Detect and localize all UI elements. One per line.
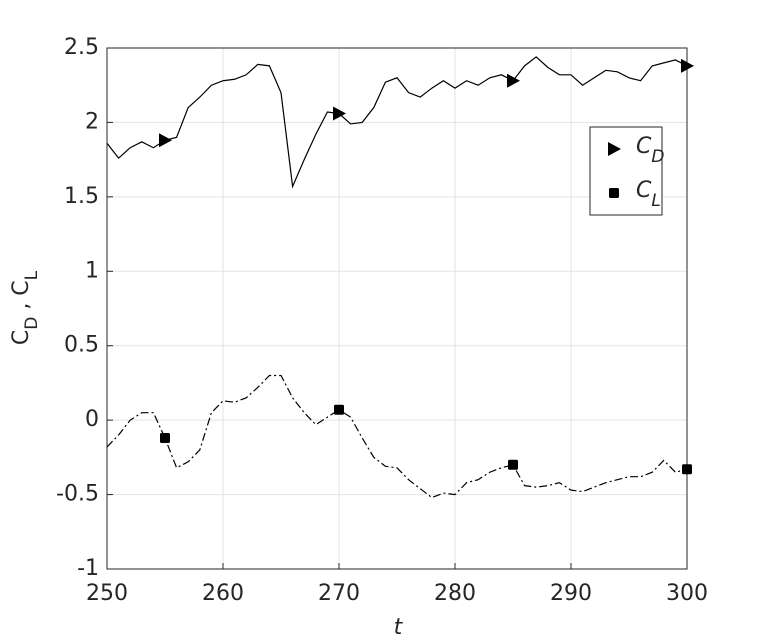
marker (507, 73, 520, 88)
marker (681, 58, 694, 73)
marker (160, 433, 170, 444)
x-tick-label: 280 (434, 581, 476, 606)
x-tick-label: 250 (86, 581, 128, 606)
x-tick-label: 260 (202, 581, 244, 606)
x-axis-label: t (394, 615, 404, 640)
legend-box (589, 126, 663, 216)
y-tick-label: -1 (77, 556, 99, 581)
y-axis-label: CD , CL (9, 270, 42, 345)
y-tick-label: 0.5 (64, 333, 99, 358)
marker (609, 188, 619, 198)
legend-label: CD (636, 134, 664, 167)
x-tick-label: 300 (666, 581, 708, 606)
series-line (106, 56, 688, 189)
marker (608, 142, 621, 156)
axes-box (106, 47, 688, 570)
x-tick-label: 270 (318, 581, 360, 606)
y-tick-label: 1.5 (64, 184, 99, 209)
marker (682, 464, 692, 475)
marker (334, 404, 344, 415)
marker (159, 133, 172, 148)
y-tick-label: 0 (85, 407, 99, 432)
y-tick-label: 1 (85, 258, 99, 283)
marker (508, 459, 518, 470)
y-tick-label: 2.5 (64, 35, 99, 60)
marker (333, 106, 346, 121)
legend-label: CL (636, 178, 661, 211)
x-tick-label: 290 (550, 581, 592, 606)
y-tick-label: -0.5 (56, 482, 99, 507)
y-tick-label: 2 (85, 109, 99, 134)
series-line (106, 374, 688, 499)
plot-area (107, 48, 687, 569)
